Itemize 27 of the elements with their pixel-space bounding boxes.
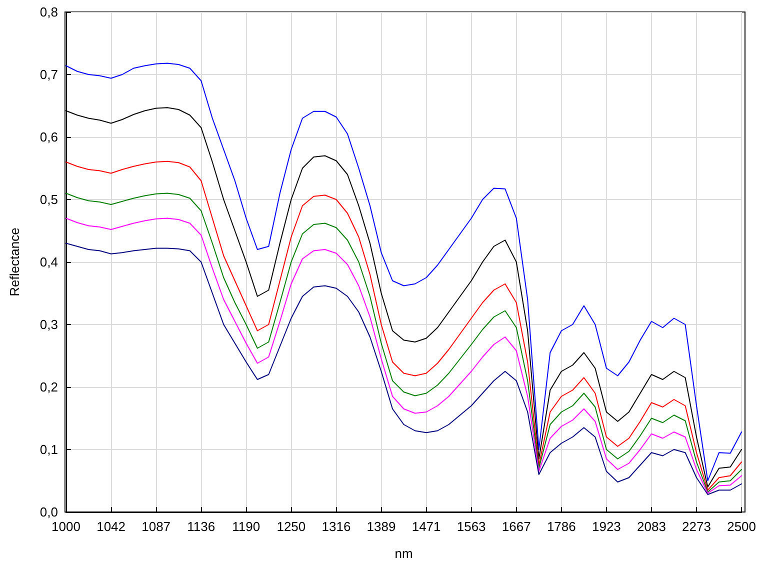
x-tick-label: 1000 [52, 519, 80, 534]
x-axis-title: nm [394, 546, 413, 561]
x-tick-label: 1563 [456, 519, 486, 534]
y-axis-title: Reflectance [7, 228, 22, 296]
x-tick-label: 1471 [412, 519, 441, 534]
y-tick-label: 0,3 [40, 317, 58, 332]
x-tick-label: 1667 [502, 519, 531, 534]
x-tick-label: 1250 [276, 519, 306, 534]
y-tick-label: 0,1 [40, 442, 58, 457]
x-tick-label: 1087 [142, 519, 171, 534]
y-tick-label: 0,5 [40, 192, 58, 207]
y-tick-label: 0,4 [40, 254, 58, 270]
x-tick-label: 1190 [232, 519, 260, 534]
x-tick-label: 1042 [96, 519, 126, 534]
x-tick-label: 1389 [366, 519, 396, 534]
x-tick-label: 1316 [322, 519, 351, 534]
x-tick-label: 2500 [727, 519, 756, 534]
y-tick-label: 0,7 [40, 67, 58, 82]
x-tick-label: 2083 [637, 519, 666, 534]
y-tick-label: 0,6 [40, 130, 58, 144]
x-tick-label: 1786 [546, 519, 576, 534]
x-tick-label: 1923 [592, 519, 621, 534]
y-tick-label: 0,8 [40, 4, 58, 20]
y-tick-label: 0,2 [40, 380, 58, 394]
x-tick-label: 2273 [682, 519, 711, 534]
x-tick-label: 1136 [187, 519, 216, 534]
y-tick-label: 0,0 [40, 504, 58, 520]
